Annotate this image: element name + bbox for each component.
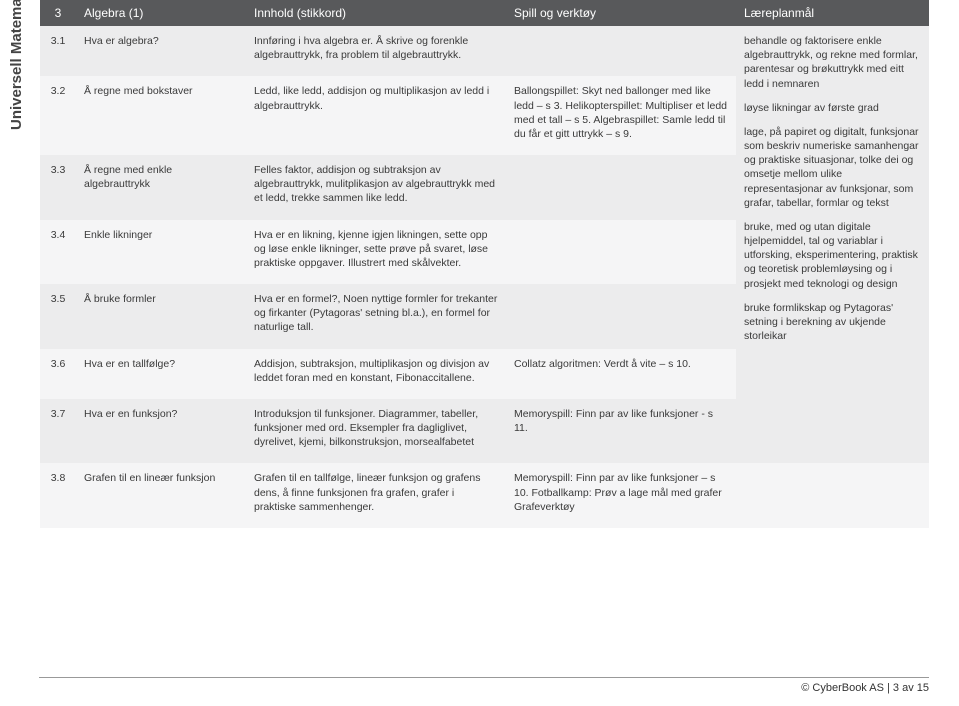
goal-text: bruke, med og utan digitale hjelpemiddel… [744,220,921,291]
cell-topic: Hva er en tallfølge? [76,349,246,399]
cell-num: 3.7 [40,399,76,464]
cell-goals: behandle og faktorisere enkle algebrautt… [736,26,929,399]
cell-desc: Addisjon, subtraksjon, multiplikasjon og… [246,349,506,399]
table-row: 3.1 Hva er algebra? Innføring i hva alge… [40,26,929,76]
cell-desc: Hva er en formel?, Noen nyttige formler … [246,284,506,349]
cell-topic: Å regne med bokstaver [76,76,246,155]
cell-topic: Å regne med enkle algebrauttrykk [76,155,246,220]
cell-topic: Grafen til en lineær funksjon [76,463,246,528]
cell-topic: Hva er algebra? [76,26,246,76]
cell-desc: Introduksjon til funksjoner. Diagrammer,… [246,399,506,464]
cell-desc: Felles faktor, addisjon og subtraksjon a… [246,155,506,220]
sidebar-label: Universell Matematikk Ungdom [8,0,25,130]
goal-text: lage, på papiret og digitalt, funksjonar… [744,125,921,210]
cell-num: 3.8 [40,463,76,528]
cell-tools [506,220,736,285]
cell-topic: Hva er en funksjon? [76,399,246,464]
cell-goals-empty [736,399,929,464]
cell-tools [506,155,736,220]
cell-num: 3.2 [40,76,76,155]
header-desc: Innhold (stikkord) [246,0,506,26]
curriculum-table: 3 Algebra (1) Innhold (stikkord) Spill o… [40,0,929,528]
goal-text: løyse likningar av første grad [744,101,921,115]
table-row: 3.7 Hva er en funksjon? Introduksjon til… [40,399,929,464]
cell-desc: Grafen til en tallfølge, lineær funksjon… [246,463,506,528]
cell-desc: Ledd, like ledd, addisjon og multiplikas… [246,76,506,155]
cell-tools: Collatz algoritmen: Verdt å vite – s 10. [506,349,736,399]
cell-tools: Ballongspillet: Skyt ned ballonger med l… [506,76,736,155]
page-footer: © CyberBook AS | 3 av 15 [39,677,929,694]
table-header-row: 3 Algebra (1) Innhold (stikkord) Spill o… [40,0,929,26]
cell-num: 3.4 [40,220,76,285]
cell-tools [506,284,736,349]
goal-text: behandle og faktorisere enkle algebrautt… [744,34,921,91]
cell-num: 3.1 [40,26,76,76]
cell-topic: Å bruke formler [76,284,246,349]
cell-topic: Enkle likninger [76,220,246,285]
cell-num: 3.6 [40,349,76,399]
table-row: 3.8 Grafen til en lineær funksjon Grafen… [40,463,929,528]
cell-num: 3.3 [40,155,76,220]
cell-tools: Memoryspill: Finn par av like funksjoner… [506,463,736,528]
header-tools: Spill og verktøy [506,0,736,26]
cell-num: 3.5 [40,284,76,349]
goal-text: bruke formlikskap og Pytagoras' setning … [744,301,921,344]
header-num: 3 [40,0,76,26]
cell-desc: Hva er en likning, kjenne igjen likninge… [246,220,506,285]
header-goals: Læreplanmål [736,0,929,26]
cell-tools: Memoryspill: Finn par av like funksjoner… [506,399,736,464]
cell-desc: Innføring i hva algebra er. Å skrive og … [246,26,506,76]
header-topic: Algebra (1) [76,0,246,26]
cell-goals-empty [736,463,929,528]
cell-tools [506,26,736,76]
